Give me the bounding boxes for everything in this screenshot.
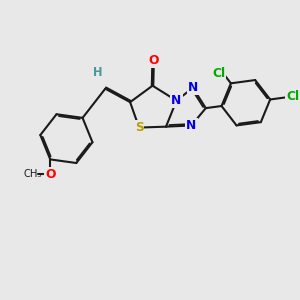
Text: Cl: Cl (286, 90, 299, 103)
Text: H: H (93, 66, 103, 79)
Text: CH₃: CH₃ (24, 169, 42, 179)
Text: O: O (148, 54, 158, 68)
Text: Cl: Cl (212, 67, 225, 80)
Text: S: S (135, 121, 143, 134)
Text: N: N (186, 119, 197, 132)
Text: N: N (188, 81, 198, 94)
Text: O: O (45, 168, 56, 181)
Text: N: N (171, 94, 182, 107)
